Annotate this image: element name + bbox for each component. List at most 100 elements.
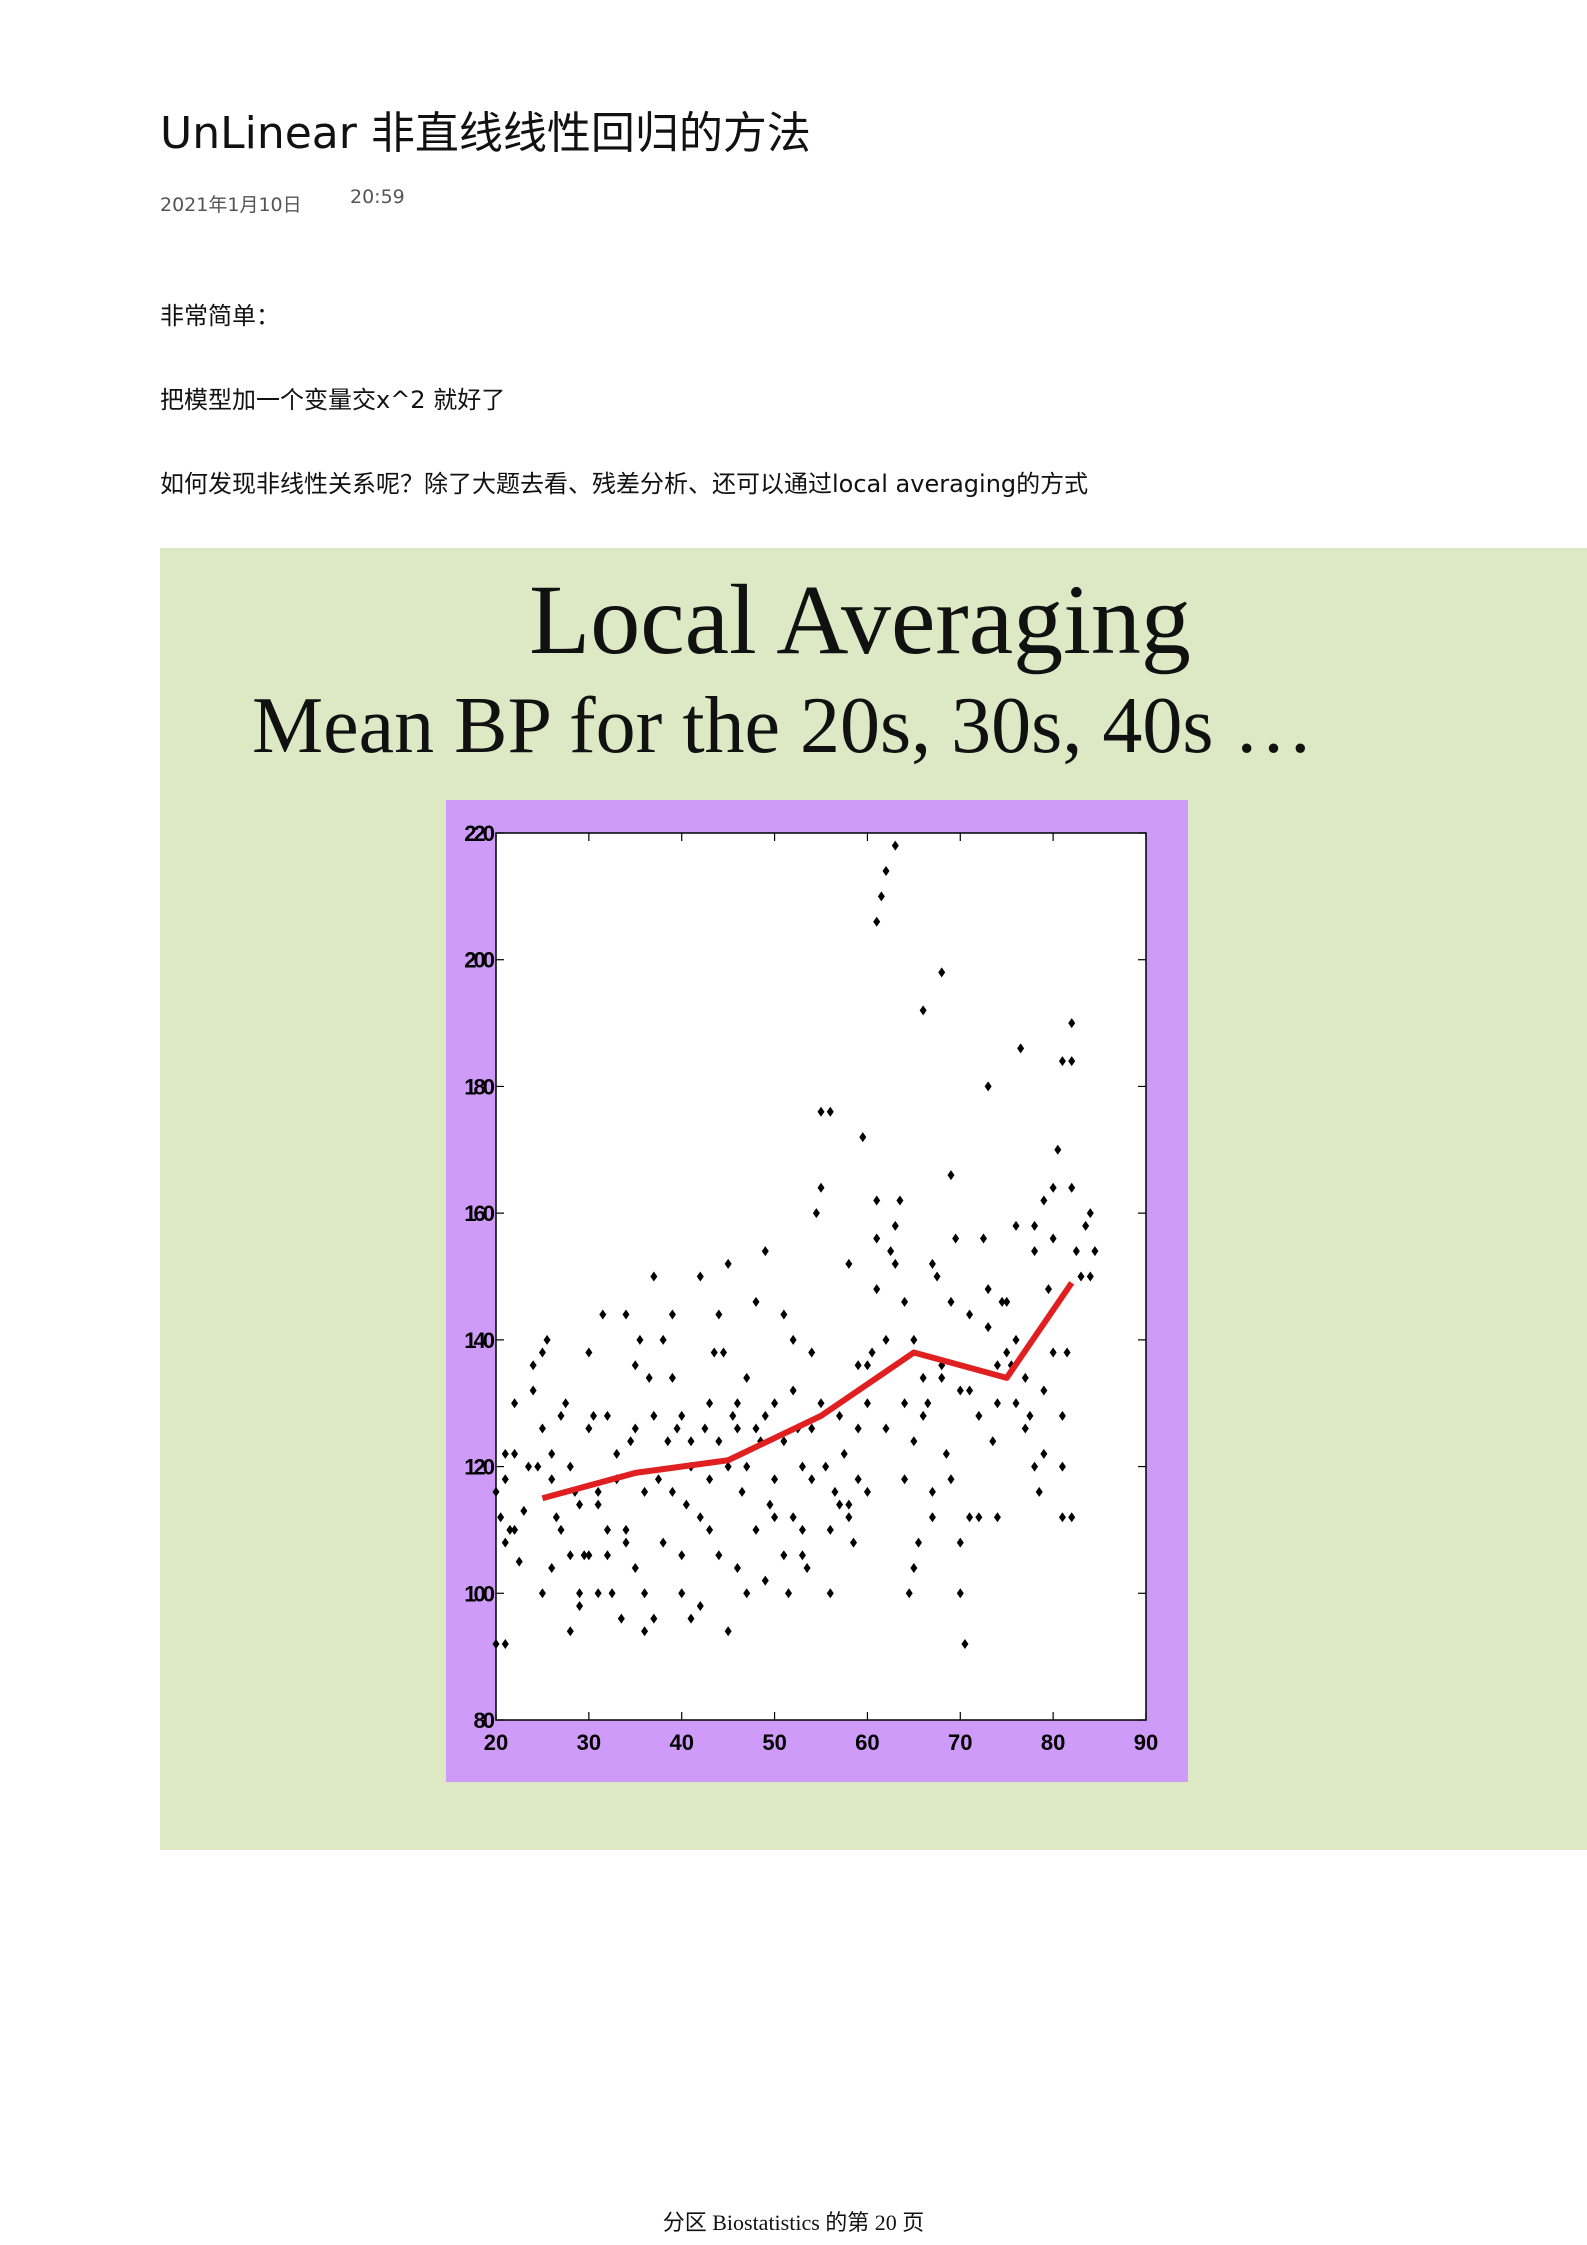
- x-tick-label: 90: [1134, 1730, 1158, 1755]
- scatter-point: [975, 1512, 983, 1523]
- scatter-point: [1049, 1182, 1057, 1193]
- scatter-point: [887, 1246, 895, 1257]
- scatter-point: [761, 1575, 769, 1586]
- scatter-point: [789, 1512, 797, 1523]
- scatter-point: [1040, 1448, 1048, 1459]
- scatter-point: [622, 1537, 630, 1548]
- scatter-point: [910, 1334, 918, 1345]
- scatter-point: [687, 1613, 695, 1624]
- scatter-point: [566, 1550, 574, 1561]
- scatter-point: [538, 1588, 546, 1599]
- scatter-point: [993, 1360, 1001, 1371]
- scatter-point: [780, 1309, 788, 1320]
- scatter-point: [956, 1537, 964, 1548]
- scatter-point: [956, 1385, 964, 1396]
- scatter-point: [863, 1398, 871, 1409]
- x-tick-label: 30: [577, 1730, 601, 1755]
- scatter-point: [525, 1461, 532, 1472]
- scatter-point: [659, 1334, 667, 1345]
- y-tick-label: 140: [464, 1328, 494, 1353]
- y-tick-label: 200: [464, 948, 494, 973]
- scatter-point: [928, 1486, 936, 1497]
- scatter-point: [1068, 1512, 1076, 1523]
- scatter-point: [613, 1448, 621, 1459]
- scatter-point: [817, 1398, 825, 1409]
- x-tick-label: 70: [948, 1730, 972, 1755]
- scatter-point: [529, 1385, 537, 1396]
- y-tick-label: 100: [464, 1581, 494, 1606]
- scatter-point: [678, 1588, 686, 1599]
- scatter-point: [836, 1499, 844, 1510]
- scatter-point: [1031, 1246, 1039, 1257]
- scatter-point: [873, 1233, 881, 1244]
- paragraph-3: 如何发现非线性关系呢？除了大题去看、残差分析、还可以通过local averag…: [160, 470, 1089, 498]
- scatter-point: [808, 1423, 816, 1434]
- scatter-point: [599, 1309, 607, 1320]
- x-tick-label: 60: [855, 1730, 879, 1755]
- slide-subtitle: Mean BP for the 20s, 30s, 40s …: [252, 682, 1314, 770]
- scatter-point: [557, 1524, 565, 1535]
- average-lines: [541, 1281, 1075, 1502]
- scatter-point: [636, 1334, 644, 1345]
- scatter-point: [891, 1220, 899, 1231]
- scatter-point: [826, 1588, 834, 1599]
- scatter-point: [631, 1360, 639, 1371]
- scatter-point: [585, 1550, 593, 1561]
- scatter-point: [729, 1410, 737, 1421]
- scatter-point: [529, 1360, 537, 1371]
- scatter-point: [706, 1398, 714, 1409]
- scatter-point: [1091, 1246, 1099, 1257]
- x-tick-label: 20: [484, 1730, 508, 1755]
- scatter-point: [766, 1499, 774, 1510]
- scatter-point: [1012, 1220, 1020, 1231]
- scatter-point: [1054, 1144, 1062, 1155]
- scatter-point: [901, 1296, 909, 1307]
- note-time: 20:59: [350, 186, 405, 208]
- scatter-point: [947, 1170, 955, 1181]
- scatter-point: [826, 1106, 834, 1117]
- scatter-point: [966, 1309, 974, 1320]
- scatter-point: [789, 1334, 797, 1345]
- scatter-point: [733, 1562, 741, 1573]
- scatter-point: [808, 1347, 816, 1358]
- scatter-point: [650, 1271, 658, 1282]
- scatter-point: [511, 1448, 519, 1459]
- scatter-point: [1058, 1512, 1066, 1523]
- scatter-point: [715, 1436, 723, 1447]
- scatter-point: [966, 1385, 974, 1396]
- scatter-point: [808, 1474, 816, 1485]
- scatter-point: [952, 1233, 960, 1244]
- scatter-point: [645, 1372, 653, 1383]
- scatter-point: [576, 1499, 584, 1510]
- scatter-point: [938, 1360, 946, 1371]
- scatter-point: [1086, 1208, 1094, 1219]
- scatter-point: [631, 1562, 639, 1573]
- scatter-point: [566, 1461, 574, 1472]
- y-tick-label: 220: [464, 821, 494, 846]
- scatter-point: [538, 1423, 546, 1434]
- scatter-point: [1035, 1486, 1043, 1497]
- page-footer: 分区 Biostatistics 的第 20 页: [662, 2210, 925, 2235]
- scatter-point: [511, 1398, 519, 1409]
- scatter-point: [998, 1296, 1006, 1307]
- scatter-point: [891, 840, 899, 851]
- scatter-point: [1082, 1220, 1090, 1231]
- scatter-point: [984, 1284, 992, 1295]
- scatter-point: [1003, 1296, 1011, 1307]
- scatter-point: [826, 1524, 834, 1535]
- scatter-point: [919, 1372, 927, 1383]
- scatter-point: [538, 1347, 546, 1358]
- scatter-point: [924, 1398, 932, 1409]
- scatter-point: [789, 1385, 797, 1396]
- scatter-point: [771, 1398, 779, 1409]
- scatter-point: [1068, 1182, 1076, 1193]
- scatter-point: [1026, 1410, 1034, 1421]
- scatter-point: [576, 1588, 584, 1599]
- scatter-point: [1003, 1347, 1011, 1358]
- scatter-point: [938, 1372, 946, 1383]
- scatter-point: [919, 1005, 927, 1016]
- scatter-point: [868, 1347, 876, 1358]
- scatter-point: [850, 1537, 857, 1548]
- scatter-point: [566, 1626, 574, 1637]
- scatter-point: [840, 1448, 848, 1459]
